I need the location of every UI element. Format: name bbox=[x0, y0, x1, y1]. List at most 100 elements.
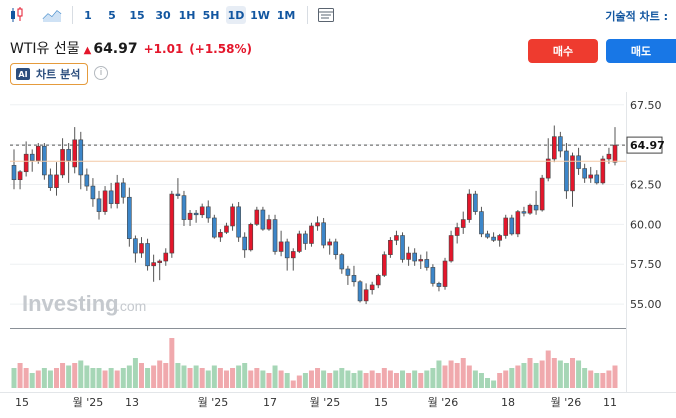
volume-bar bbox=[436, 360, 442, 388]
volume-bar bbox=[442, 365, 448, 388]
volume-bar bbox=[497, 373, 503, 388]
volume-bar bbox=[78, 360, 84, 388]
candle bbox=[588, 166, 594, 183]
candle-body bbox=[212, 217, 217, 238]
candle bbox=[151, 254, 156, 282]
volume-bar bbox=[108, 368, 114, 388]
candle-body bbox=[600, 158, 606, 184]
candle-body bbox=[485, 233, 490, 238]
candle-body bbox=[266, 219, 272, 230]
time-tick-label: 15 bbox=[374, 396, 388, 409]
candle bbox=[199, 203, 205, 218]
candle-body bbox=[576, 155, 581, 169]
volume-bar bbox=[278, 370, 284, 388]
volume-bar bbox=[570, 358, 576, 388]
candlestick-icon[interactable] bbox=[8, 6, 26, 24]
timeframe-5[interactable]: 5 bbox=[108, 8, 116, 22]
price-chart[interactable]: Investing .com 67.50 62.50 60.00 57.50 55.00… bbox=[0, 92, 676, 418]
timeframe-15[interactable]: 15 bbox=[129, 8, 145, 22]
timeframe-1w[interactable]: 1W bbox=[250, 8, 270, 22]
volume-bar bbox=[588, 370, 594, 388]
volume-bar bbox=[17, 363, 23, 388]
info-icon[interactable]: i bbox=[94, 66, 108, 80]
candle bbox=[406, 246, 411, 266]
last-price: 64.97 bbox=[93, 41, 138, 57]
candle-body bbox=[418, 259, 424, 262]
current-price-label: 64.97 bbox=[630, 139, 665, 152]
volume-bar bbox=[260, 370, 266, 388]
candle bbox=[212, 214, 217, 239]
time-tick-label: 월 '25 bbox=[198, 396, 229, 409]
candle bbox=[35, 143, 41, 164]
timeframe-1[interactable]: 1 bbox=[84, 8, 92, 22]
candle-body bbox=[448, 235, 454, 262]
volume-bar bbox=[424, 370, 430, 388]
area-chart-icon[interactable] bbox=[42, 6, 62, 24]
candle-body bbox=[309, 225, 314, 244]
volume-bar bbox=[466, 365, 472, 388]
candle-body bbox=[23, 153, 29, 173]
candle-body bbox=[278, 241, 284, 252]
time-axis: 15 월 '25 13 월 '25 17 월 '25 15 월 '26 18 월 '26 11 bbox=[0, 392, 676, 409]
candle bbox=[139, 237, 144, 258]
candle bbox=[467, 189, 472, 223]
candle-body bbox=[479, 211, 484, 235]
volume-bar bbox=[96, 368, 102, 388]
volume-bar bbox=[84, 365, 90, 388]
timeframe-5h[interactable]: 5H bbox=[202, 8, 220, 22]
sell-button[interactable]: 매도 bbox=[606, 39, 676, 63]
candle bbox=[600, 155, 606, 185]
candle-body bbox=[315, 222, 320, 227]
volume-bar bbox=[563, 363, 569, 388]
candle-body bbox=[460, 219, 466, 228]
volume-bar bbox=[284, 373, 290, 388]
candle bbox=[284, 238, 290, 271]
candle bbox=[357, 280, 363, 303]
candle bbox=[394, 230, 399, 246]
candle-body bbox=[388, 239, 393, 255]
candle-body bbox=[17, 171, 23, 181]
candle bbox=[539, 174, 545, 212]
candle-body bbox=[412, 252, 417, 262]
candle bbox=[479, 206, 484, 238]
candle bbox=[205, 200, 211, 223]
candle-body bbox=[400, 235, 405, 260]
candle-body bbox=[236, 206, 241, 238]
candle-body bbox=[406, 252, 411, 260]
volume-bar bbox=[351, 373, 357, 388]
volume-bar bbox=[612, 365, 618, 388]
candle bbox=[424, 251, 430, 271]
candle bbox=[120, 178, 126, 204]
candle bbox=[224, 222, 229, 234]
volume-bar bbox=[120, 368, 126, 388]
up-arrow-icon: ▲ bbox=[83, 45, 92, 56]
candle bbox=[297, 230, 302, 254]
ai-chart-analysis-label: 차트 분석 bbox=[36, 68, 81, 81]
timeframe-1h[interactable]: 1H bbox=[178, 8, 196, 22]
candle bbox=[369, 281, 375, 295]
volume-bar bbox=[515, 365, 521, 388]
candle bbox=[363, 283, 369, 305]
timeframe-30[interactable]: 30 bbox=[155, 8, 171, 22]
technical-chart-menu[interactable]: 기술적 차트 : bbox=[605, 10, 668, 23]
buy-button[interactable]: 매수 bbox=[528, 39, 598, 63]
indicators-icon[interactable] bbox=[317, 6, 335, 24]
candle-body bbox=[248, 224, 254, 251]
candle-body bbox=[570, 155, 575, 192]
candle bbox=[612, 127, 618, 166]
volume-bar bbox=[545, 350, 551, 388]
volume-bar bbox=[199, 368, 205, 388]
volume-bar bbox=[90, 368, 96, 388]
candle bbox=[333, 238, 339, 260]
candle bbox=[303, 230, 308, 250]
candle-body bbox=[424, 259, 430, 268]
candle-body bbox=[527, 204, 533, 214]
candle bbox=[491, 232, 496, 242]
candle-body bbox=[442, 260, 448, 287]
timeframe-1m[interactable]: 1M bbox=[276, 8, 296, 22]
candle bbox=[309, 222, 314, 247]
ai-chart-analysis-button[interactable]: AI 차트 분석 bbox=[10, 63, 89, 85]
candle-body bbox=[151, 262, 156, 267]
timeframe-1d[interactable]: 1D bbox=[226, 6, 246, 24]
candle bbox=[108, 182, 114, 209]
